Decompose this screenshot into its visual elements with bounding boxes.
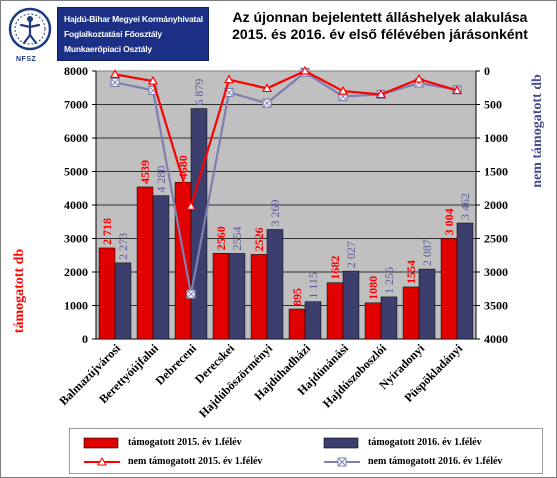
bar-2015 (440, 238, 458, 340)
legend-label-line2016: nem támogatott 2016. év 1.félév (368, 456, 503, 467)
bar-2015 (402, 286, 420, 340)
chart-title-line-1: Az újonnan bejelentett álláshelyek alaku… (232, 9, 528, 25)
y-axis-title: támogatott db (12, 249, 27, 334)
line-2015-point (223, 74, 235, 84)
line-2016-point-cross (225, 89, 233, 96)
y2-tick-label: 0 (484, 64, 490, 78)
line-2015-point (109, 69, 121, 78)
chart-title: Az újonnan bejelentett álláshelyek alaku… (215, 9, 545, 43)
bar-2015 (326, 282, 344, 340)
bar-2016 (114, 262, 132, 340)
line-2015-point (451, 85, 463, 95)
line-2016-point-cross (263, 99, 271, 107)
bar-2016 (342, 270, 360, 340)
line-2015-point (413, 73, 425, 83)
data-label-2015: 2560 (214, 226, 228, 250)
y2-tick-label: 1000 (484, 131, 508, 145)
data-label-2015: 2 718 (100, 218, 114, 245)
bar-2015 (136, 186, 154, 340)
y-tick-label: 1000 (64, 299, 88, 313)
bar-2016 (228, 253, 246, 340)
legend-label-bar2015: támogatott 2015. év 1.félév (128, 437, 242, 448)
data-label-2016: 3 462 (458, 193, 472, 220)
line-2015-point (375, 89, 387, 99)
line-2015-point (261, 83, 273, 93)
line-2016-point-cross (187, 290, 195, 298)
y2-tick-label: 3000 (484, 265, 508, 279)
data-label-2015: 2526 (252, 227, 266, 251)
line-2015-point (299, 65, 311, 75)
y2-tick-label: 3500 (484, 299, 508, 313)
bar-2016 (380, 296, 398, 340)
bar-2016 (456, 222, 474, 340)
data-label-2016: 2 087 (420, 239, 434, 266)
y2-tick-label: 2000 (484, 198, 508, 212)
bar-2016 (304, 301, 322, 340)
y2-tick-label: 4000 (484, 332, 508, 346)
legend-swatch-bar2016 (323, 437, 359, 449)
y-tick-label: 7000 (64, 98, 88, 112)
bar-2015 (288, 308, 306, 340)
y2-tick-label: 2500 (484, 232, 508, 246)
data-label-2016: 2 273 (116, 233, 130, 260)
y-tick-label: 4000 (64, 198, 88, 212)
data-label-2015: 4680 (176, 155, 190, 179)
y2-tick-label: 1500 (484, 165, 508, 179)
y-tick-label: 5000 (64, 165, 88, 179)
legend-label-bar2016: támogatott 2016. év 1.félév (368, 437, 482, 448)
bar-2015 (250, 254, 268, 340)
line-2015-point (185, 201, 197, 210)
data-label-2016: 1 256 (382, 267, 396, 294)
bar-2015 (364, 302, 382, 340)
bar-2016 (266, 229, 284, 340)
data-label-2016: 3 269 (268, 199, 282, 226)
bar-2016 (152, 195, 170, 340)
bar-2015 (212, 252, 230, 340)
data-label-2015: 4539 (138, 160, 152, 184)
legend-swatch-line2015 (84, 456, 120, 466)
line-2016-point-cross (111, 79, 119, 86)
legend-swatch-line2016 (324, 457, 360, 467)
y-tick-label: 3000 (64, 232, 88, 246)
data-label-2015: 1554 (404, 260, 418, 284)
data-label-2016: 1 115 (306, 272, 320, 299)
y2-axis-title: nem támogatott db (530, 74, 545, 188)
legend-swatch-bar2015 (83, 437, 119, 449)
y-tick-label: 0 (82, 332, 88, 346)
data-label-2015: 3 004 (442, 208, 456, 235)
chart-title-line-2: 2015. és 2016. év első félévében járáson… (232, 26, 528, 42)
logo: NFSZ Hajdú-Bihar Megyei Kormányhivatal F… (5, 5, 211, 65)
org-line-3: Munkaerőpiaci Osztály (64, 44, 152, 54)
combo-chart: 0 1000 2000 3000 4000 5000 6000 7000 8000 0 500 100… (12, 64, 545, 420)
nfsz-emblem-icon (8, 7, 52, 51)
data-label-2015: 1080 (366, 276, 380, 300)
data-label-2016: 6 879 (192, 79, 206, 106)
y-tick-label: 8000 (64, 64, 88, 78)
y2-tick-label: 500 (484, 98, 502, 112)
legend-label-line2015: nem támogatott 2015. év 1.félév (128, 456, 263, 467)
data-label-2016: 2554 (230, 226, 244, 250)
org-line-2: Foglalkoztatási Főosztály (64, 29, 162, 39)
data-label-2016: 2 027 (344, 241, 358, 268)
data-label-2015: 1682 (328, 256, 342, 280)
y-tick-label: 2000 (64, 265, 88, 279)
bar-2015 (98, 247, 116, 340)
legend: támogatott 2015. év 1.félév támogatott 2… (69, 428, 543, 474)
line-2015-line (114, 69, 458, 211)
y-tick-label: 6000 (64, 131, 88, 145)
line-2016-line (114, 70, 458, 295)
x-tick-label: Debreceni (153, 341, 200, 388)
data-label-2015: 895 (290, 288, 304, 306)
logo-caption: NFSZ (16, 56, 37, 63)
org-name-box: Hajdú-Bihar Megyei Kormányhivatal Foglal… (57, 7, 209, 61)
line-2015-point (147, 75, 159, 85)
line-2015-point (337, 85, 349, 95)
bar-2016 (418, 268, 436, 340)
org-line-1: Hajdú-Bihar Megyei Kormányhivatal (64, 14, 203, 24)
data-label-2016: 4 280 (154, 166, 168, 193)
